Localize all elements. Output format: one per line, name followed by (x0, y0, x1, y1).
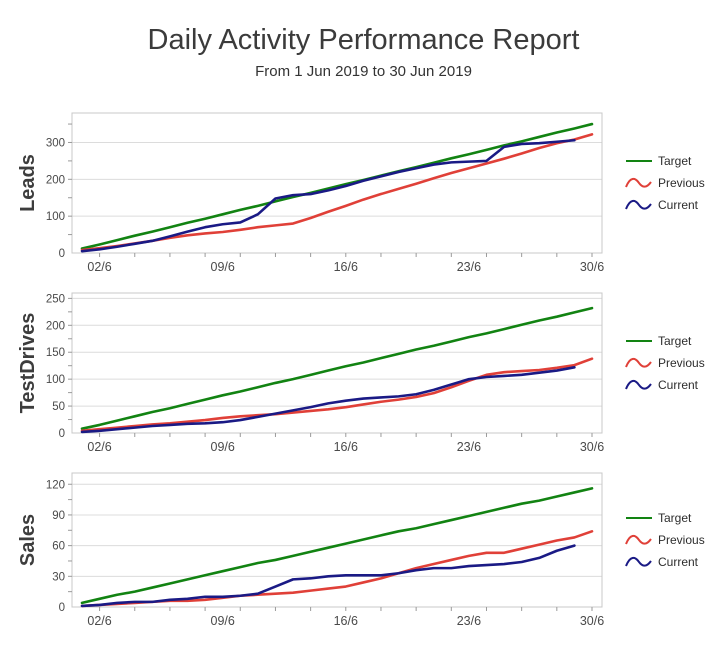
x-tick-label: 09/6 (211, 614, 235, 628)
previous-wave-icon (625, 177, 652, 188)
plot-area-leads[interactable]: 0 100 200 300 02/6 09/6 16/6 23/6 30/6 (34, 107, 664, 281)
y-tick-label: 0 (59, 248, 65, 260)
current-series-line (80, 544, 576, 608)
chart-svg-leads: 0 100 200 300 02/6 09/6 16/6 23/6 30/6 (46, 112, 604, 274)
y-tick-label: 120 (46, 479, 65, 491)
y-tick-label: 90 (52, 510, 65, 522)
y-tick-label: 0 (59, 428, 65, 440)
current-wave-icon (625, 556, 652, 567)
chart-svg-sales: 0 30 60 90 120 02/6 09/6 16/6 23/6 30/6 (46, 472, 604, 628)
page-title: Daily Activity Performance Report (147, 24, 580, 56)
legend-item-previous[interactable]: Previous (624, 172, 724, 194)
page-subtitle: From 1 Jun 2019 to 30 Jun 2019 (255, 63, 472, 80)
legend-label: Target (658, 511, 692, 525)
y-tick-label: 50 (52, 401, 65, 413)
legend-label: Previous (658, 176, 705, 190)
target-series-line (80, 122, 594, 250)
x-tick-label: 30/6 (580, 260, 604, 274)
previous-series-line (80, 357, 594, 433)
legend-item-target[interactable]: Target (624, 150, 724, 172)
current-series-line (80, 366, 576, 434)
x-tick-label: 23/6 (457, 260, 481, 274)
y-tick-label: 60 (52, 541, 65, 553)
legend-label: Previous (658, 533, 705, 547)
y-tick-label: 300 (46, 137, 65, 149)
target-series-line (80, 487, 594, 605)
x-tick-label: 23/6 (457, 440, 481, 454)
x-tick-label: 02/6 (87, 440, 111, 454)
legend-item-current[interactable]: Current (624, 551, 724, 573)
chart-svg-testdrives: 0 50 100 150 200 250 02/6 09/6 16/6 23/6 30/6 (46, 292, 604, 454)
x-tick-label: 30/6 (580, 440, 604, 454)
y-tick-label: 150 (46, 347, 65, 359)
legend-item-target[interactable]: Target (624, 330, 724, 352)
legend-item-target[interactable]: Target (624, 507, 724, 529)
legend-item-current[interactable]: Current (624, 374, 724, 396)
legend-item-previous[interactable]: Previous (624, 529, 724, 551)
legend-label: Current (658, 555, 699, 569)
plot-border (71, 112, 603, 254)
plot-border (71, 292, 603, 434)
x-tick-label: 16/6 (334, 260, 358, 274)
legend-label: Target (658, 334, 692, 348)
y-tick-label: 250 (46, 293, 65, 305)
legend-label: Target (658, 154, 692, 168)
y-tick-label: 100 (46, 211, 65, 223)
current-wave-icon (625, 379, 652, 390)
plot-area-testdrives[interactable]: 0 50 100 150 200 250 02/6 09/6 16/6 23/6 30/6 (34, 287, 664, 461)
x-tick-label: 02/6 (87, 614, 111, 628)
x-tick-label: 09/6 (211, 440, 235, 454)
legend-sales: Target Previous Current (624, 507, 724, 573)
legend-item-previous[interactable]: Previous (624, 352, 724, 374)
legend-item-current[interactable]: Current (624, 194, 724, 216)
legend-label: Current (658, 198, 699, 212)
x-tick-label: 02/6 (87, 260, 111, 274)
target-line-icon (626, 517, 652, 519)
previous-wave-icon (625, 357, 652, 368)
legend-leads: Target Previous Current (624, 150, 724, 216)
x-tick-label: 23/6 (457, 614, 481, 628)
x-tick-label: 09/6 (211, 260, 235, 274)
target-series-line (80, 306, 594, 430)
plot-area-sales[interactable]: 0 30 60 90 120 02/6 09/6 16/6 23/6 30/6 (34, 467, 664, 635)
legend-label: Previous (658, 356, 705, 370)
y-tick-label: 200 (46, 174, 65, 186)
plot-border (71, 472, 603, 608)
target-line-icon (626, 340, 652, 342)
x-tick-label: 30/6 (580, 614, 604, 628)
legend-label: Current (658, 378, 699, 392)
current-wave-icon (625, 199, 652, 210)
target-line-icon (626, 160, 652, 162)
previous-wave-icon (625, 534, 652, 545)
previous-series-line (80, 133, 594, 252)
current-series-line (80, 138, 576, 253)
y-tick-label: 30 (52, 571, 65, 583)
legend-testdrives: Target Previous Current (624, 330, 724, 396)
y-tick-label: 100 (46, 374, 65, 386)
y-tick-label: 0 (59, 602, 65, 614)
x-tick-label: 16/6 (334, 440, 358, 454)
x-tick-label: 16/6 (334, 614, 358, 628)
previous-series-line (80, 530, 594, 608)
y-tick-label: 200 (46, 320, 65, 332)
